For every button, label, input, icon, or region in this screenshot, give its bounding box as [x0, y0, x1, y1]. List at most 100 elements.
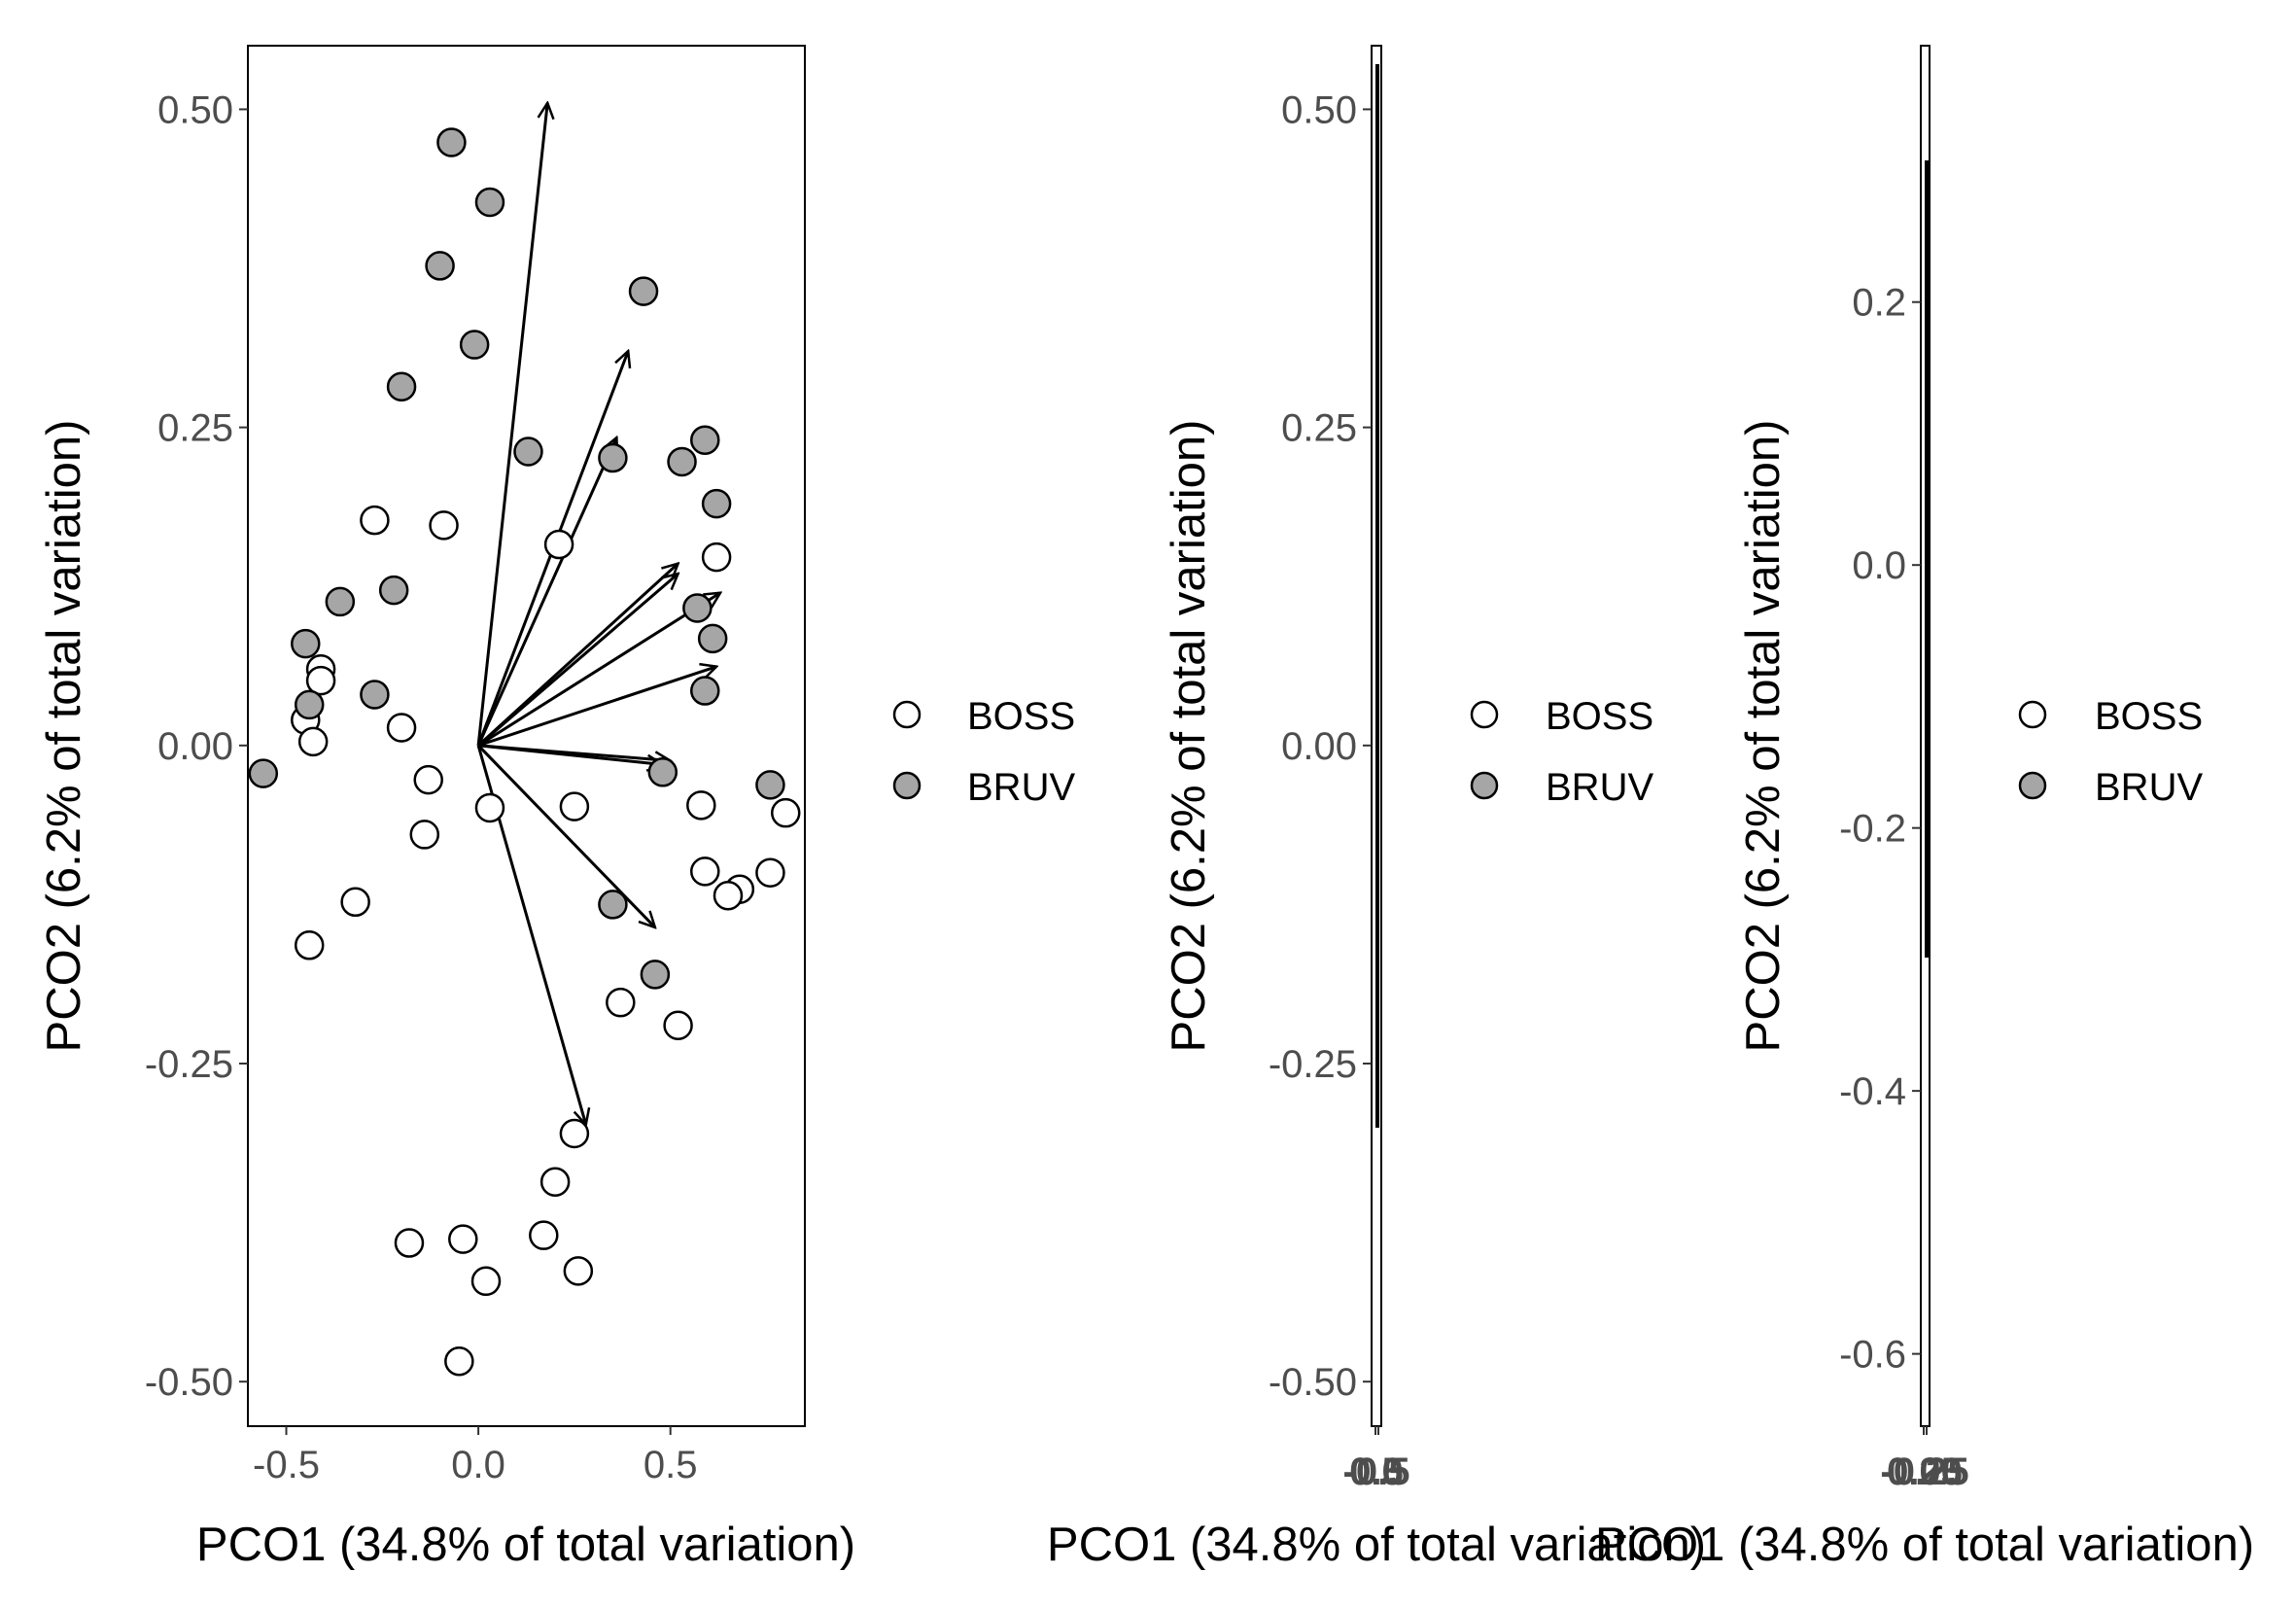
point-boss [409, 820, 440, 850]
legend: BOSS BRUV [2018, 695, 2203, 809]
point-boss [340, 887, 370, 918]
point-boss [686, 790, 716, 821]
point-boss [305, 665, 336, 696]
point-boss [360, 505, 390, 536]
point-bruv [667, 446, 697, 477]
point-bruv [697, 623, 728, 654]
y-tick-label: 0.25 [1281, 407, 1357, 450]
data-points [248, 127, 801, 1377]
point-bruv [701, 488, 732, 519]
point-boss [474, 792, 505, 823]
y-axis-title: PCO2 (6.2% of total variation) [38, 420, 90, 1053]
y-tick-label: -0.25 [1269, 1043, 1357, 1086]
point-bruv [628, 276, 659, 306]
point-bruv [386, 371, 417, 402]
y-axis: 0.50 0.25 0.00 -0.25 -0.50 [145, 88, 248, 1404]
point-boss [606, 987, 636, 1018]
x-tick-label: -0.5 [1343, 1450, 1410, 1493]
y-tick-label: 0.0 [1852, 544, 1906, 587]
y-tick-label: 0.50 [1281, 88, 1357, 131]
vector-arrow [477, 667, 716, 748]
point-boss [770, 797, 801, 828]
x-tick-label: -0.25 [1880, 1450, 1968, 1493]
point-bruv [513, 437, 543, 467]
point-boss [755, 857, 785, 888]
y-tick-label: -0.25 [145, 1043, 233, 1086]
x-tick-label: 0.00 [1887, 1450, 1963, 1493]
x-axis-title: PCO1 (34.8% of total variation) [1595, 1519, 2254, 1571]
x-axis-title: PCO1 (34.8% of total variation) [1047, 1519, 1706, 1571]
point-boss [529, 1220, 559, 1250]
point-boss [559, 1118, 590, 1149]
y-tick-label: -0.50 [1269, 1361, 1357, 1404]
point-bruv [436, 127, 467, 157]
point-bruv [640, 960, 671, 990]
vector-arrow [476, 103, 547, 746]
legend-key-bruv [2018, 771, 2047, 800]
point-bruv [755, 770, 785, 800]
vector-arrow [476, 437, 616, 747]
legend-label-bruv: BRUV [967, 766, 1075, 809]
y-tick-label: -0.2 [1839, 808, 1906, 851]
legend-label-bruv: BRUV [2095, 766, 2203, 809]
legend: BOSS BRUV [892, 695, 1075, 809]
vector-arrow [477, 593, 720, 748]
y-tick-label: 0.00 [1281, 725, 1357, 768]
point-bruv [360, 680, 390, 710]
point-boss [543, 529, 574, 560]
point-boss [444, 1346, 474, 1377]
vector-arrow [477, 744, 663, 765]
legend-label-boss: BOSS [967, 695, 1075, 738]
point-bruv [690, 425, 720, 455]
point-bruv [248, 758, 279, 788]
y-axis: 0.2 0.0 -0.2 -0.4 -0.6 [1839, 282, 1921, 1377]
point-bruv [647, 757, 678, 787]
point-bruv [378, 575, 409, 606]
point-boss [297, 726, 329, 757]
point-boss [294, 930, 325, 961]
x-axis: -0.5 0.0 0.5 [253, 1426, 697, 1486]
point-boss [713, 880, 744, 911]
point-bruv [682, 593, 713, 623]
point-bruv [294, 689, 325, 720]
vector-arrow [477, 574, 678, 747]
legend-key-bruv [892, 771, 922, 800]
point-bruv [425, 251, 455, 281]
x-axis-title: PCO1 (34.8% of total variation) [196, 1519, 855, 1571]
point-boss [690, 856, 720, 887]
point-boss [386, 713, 417, 743]
legend-label-boss: BOSS [2095, 695, 2203, 738]
point-boss [394, 1228, 425, 1258]
y-tick-label: 0.00 [157, 725, 233, 768]
point-boss [470, 1266, 502, 1297]
panel-3: 0.2 0.0 -0.2 -0.4 -0.6 -0.25 0.00 0.25 PCO1 … [1595, 45, 2254, 1571]
x-tick-label: 0.0 [1349, 1450, 1404, 1493]
x-tick-label: 0.25 [1887, 1450, 1963, 1493]
point-bruv [459, 330, 490, 360]
panel-1: 0.50 0.25 0.00 -0.25 -0.50 -0.5 0.0 0.5 PCO1 (… [38, 45, 1075, 1571]
point-bruv [474, 187, 505, 218]
point-boss [559, 791, 590, 821]
point-bruv [598, 442, 628, 473]
point-boss [701, 541, 732, 573]
y-tick-label: -0.4 [1839, 1070, 1906, 1113]
legend-key-boss [2018, 700, 2047, 729]
y-axis-title: PCO2 (6.2% of total variation) [1737, 420, 1790, 1053]
panel-2: 0.50 0.25 0.00 -0.25 -0.50 -0.5 0.0 0.5 PCO1… [1047, 45, 1706, 1571]
x-tick-label: 0.5 [1349, 1450, 1404, 1493]
point-boss [663, 1010, 693, 1040]
point-boss [413, 764, 443, 795]
y-tick-label: 0.2 [1852, 282, 1906, 325]
y-axis: 0.50 0.25 0.00 -0.25 -0.50 [1269, 88, 1372, 1404]
point-boss [448, 1224, 478, 1254]
legend: BOSS BRUV [1470, 695, 1653, 809]
point-bruv [690, 676, 720, 706]
legend-label-boss: BOSS [1546, 695, 1653, 738]
legend-key-bruv [1470, 771, 1499, 800]
panel-border [247, 45, 806, 1427]
point-bruv [598, 890, 628, 920]
x-axis: -0.5 0.0 0.5 [1343, 1426, 1410, 1493]
y-axis-title: PCO2 (6.2% of total variation) [1163, 420, 1215, 1053]
point-boss [539, 1167, 571, 1197]
